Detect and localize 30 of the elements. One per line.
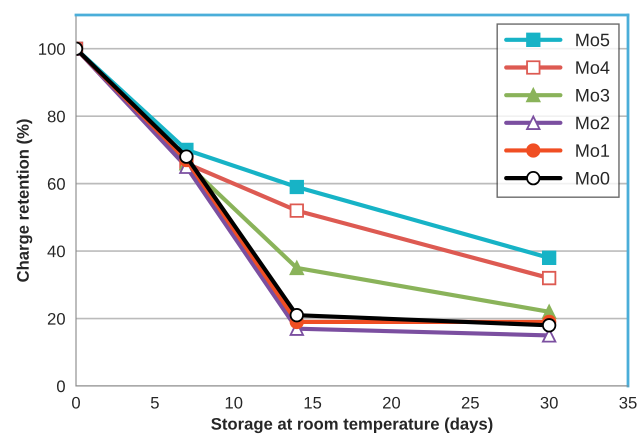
legend-label: Mo2 (576, 116, 610, 130)
y-tick-label: 40 (47, 245, 65, 258)
point (542, 270, 556, 286)
y-tick-label: 20 (48, 312, 65, 325)
y-tick-label: 0 (56, 380, 65, 392)
legend-label: Mo5 (576, 34, 610, 46)
legend-label: Mo3 (576, 88, 610, 102)
x-tick-label: 30 (540, 396, 558, 409)
x-tick-label: 10 (226, 396, 242, 409)
point (179, 150, 194, 164)
x-tick-label: 0 (72, 396, 80, 409)
y-tick-label: 80 (48, 110, 65, 122)
x-tick-label: 20 (383, 396, 400, 409)
point (542, 250, 556, 265)
legend-label: Mo0 (576, 172, 610, 185)
y-axis-title: Charge retention (%) (16, 119, 32, 282)
point (542, 318, 556, 332)
x-tick-label: 15 (304, 397, 322, 409)
x-axis-title: Storage at room temperature (days) (211, 418, 492, 434)
legend-label: Mo1 (576, 144, 610, 157)
point (290, 180, 304, 194)
y-tick-label: 60 (48, 178, 65, 190)
x-tick-label: 25 (462, 396, 479, 409)
point (290, 308, 304, 322)
point (290, 260, 304, 276)
y-tick-label: 100 (39, 43, 65, 55)
point (290, 203, 304, 218)
legend-label: Mo4 (576, 61, 610, 74)
x-tick-label: 5 (150, 397, 159, 409)
x-tick-label: 35 (619, 396, 637, 409)
